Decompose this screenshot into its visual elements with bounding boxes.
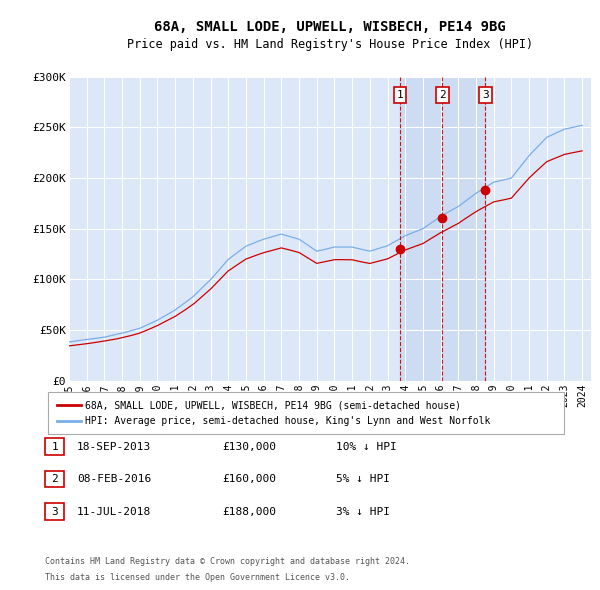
Text: 68A, SMALL LODE, UPWELL, WISBECH, PE14 9BG (semi-detached house): 68A, SMALL LODE, UPWELL, WISBECH, PE14 9… [85, 401, 461, 410]
Text: £160,000: £160,000 [222, 474, 276, 484]
Text: 11-JUL-2018: 11-JUL-2018 [77, 507, 151, 516]
Text: 1: 1 [397, 90, 404, 100]
Text: 10% ↓ HPI: 10% ↓ HPI [336, 442, 397, 451]
Text: 3: 3 [51, 507, 58, 516]
Text: £130,000: £130,000 [222, 442, 276, 451]
Bar [400, 77, 485, 381]
Text: 5% ↓ HPI: 5% ↓ HPI [336, 474, 390, 484]
Text: HPI: Average price, semi-detached house, King's Lynn and West Norfolk: HPI: Average price, semi-detached house,… [85, 416, 491, 425]
Text: 2: 2 [439, 90, 446, 100]
Text: 68A, SMALL LODE, UPWELL, WISBECH, PE14 9BG: 68A, SMALL LODE, UPWELL, WISBECH, PE14 9… [154, 19, 506, 34]
Text: This data is licensed under the Open Government Licence v3.0.: This data is licensed under the Open Gov… [45, 572, 350, 582]
Text: Price paid vs. HM Land Registry's House Price Index (HPI): Price paid vs. HM Land Registry's House … [127, 38, 533, 51]
Text: 3% ↓ HPI: 3% ↓ HPI [336, 507, 390, 516]
Text: 3: 3 [482, 90, 489, 100]
Text: 18-SEP-2013: 18-SEP-2013 [77, 442, 151, 451]
Text: 2: 2 [51, 474, 58, 484]
Text: Contains HM Land Registry data © Crown copyright and database right 2024.: Contains HM Land Registry data © Crown c… [45, 557, 410, 566]
Text: 08-FEB-2016: 08-FEB-2016 [77, 474, 151, 484]
Text: 1: 1 [51, 442, 58, 451]
Text: £188,000: £188,000 [222, 507, 276, 516]
